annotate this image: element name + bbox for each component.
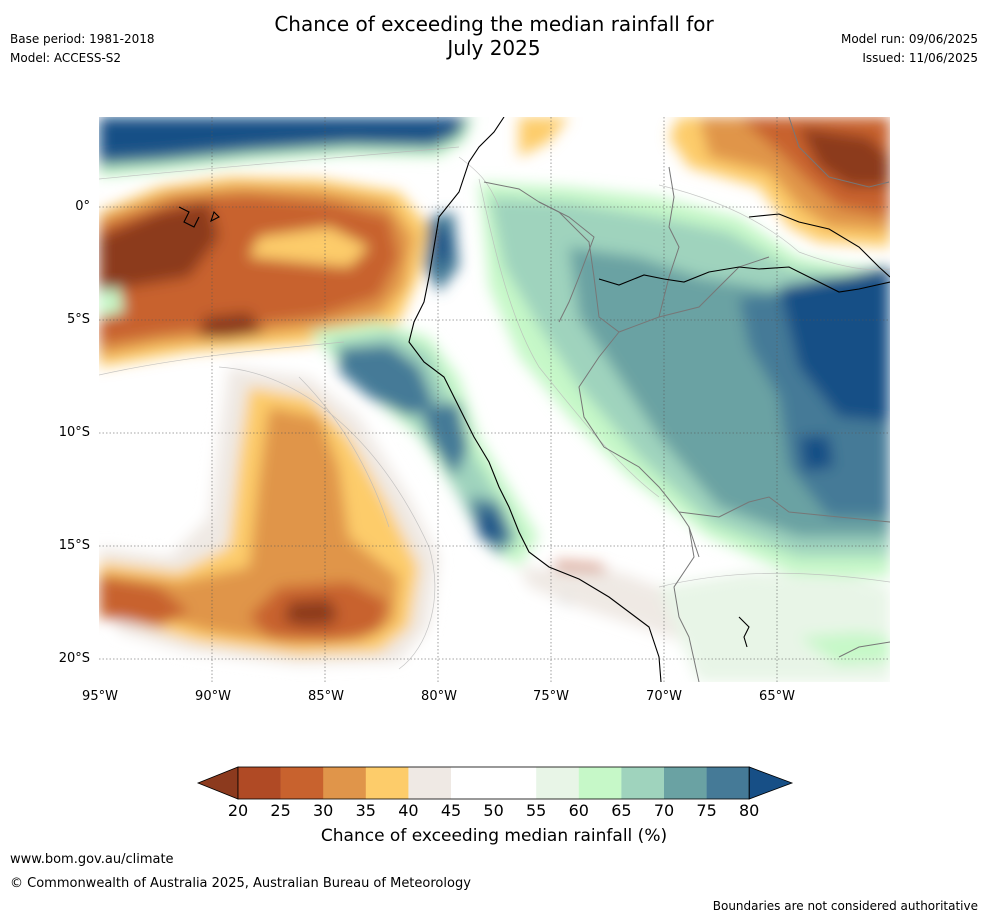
colorbar-cell	[536, 767, 580, 799]
lon-label-90w: 90°W	[195, 689, 231, 704]
colorbar-tick-label: 35	[355, 801, 376, 820]
colorbar-cell	[408, 767, 452, 799]
lon-label-70w: 70°W	[646, 689, 682, 704]
colorbar-cell	[664, 767, 707, 799]
model-name: Model: ACCESS-S2	[10, 51, 122, 65]
lat-label-10s: 10°S	[58, 425, 90, 440]
lon-label-65w: 65°W	[759, 689, 795, 704]
model-info: Base period: 1981-2018 Model: ACCESS-S2	[10, 30, 155, 68]
issued-date: Issued: 11/06/2025	[862, 51, 978, 65]
colorbar-tick-label: 40	[398, 801, 419, 820]
colorbar-tick-label: 20	[227, 801, 249, 820]
model-run: Model run: 09/06/2025	[840, 32, 978, 46]
title-line-2: July 2025	[447, 36, 541, 60]
colorbar-cell	[706, 767, 750, 799]
colorbar-cell	[238, 767, 281, 799]
colorbar-tick-label: 45	[440, 801, 462, 820]
gridlines	[99, 117, 890, 682]
lat-label-15s: 15°S	[58, 538, 90, 553]
colorbar-tick-label: 70	[653, 801, 675, 820]
coastline	[178, 117, 890, 682]
country-borders	[483, 117, 890, 682]
run-info: Model run: 09/06/2025 Issued: 11/06/2025	[841, 30, 978, 68]
map-title: Chance of exceeding the median rainfall …	[0, 12, 988, 60]
colorbar-border	[237, 766, 750, 800]
title-line-1: Chance of exceeding the median rainfall …	[274, 12, 714, 36]
colorbar-cell	[493, 767, 537, 799]
colorbar-tick-label: 60	[568, 801, 589, 820]
lon-label-95w: 95°W	[82, 689, 118, 704]
colorbar-cell	[365, 767, 409, 799]
colorbar-cell	[451, 767, 494, 799]
colorbar-cell	[323, 767, 367, 799]
footer-disclaimer: Boundaries are not considered authoritat…	[712, 899, 978, 913]
colorbar-tick-label: 65	[611, 801, 632, 820]
colorbar-extend-high	[748, 766, 794, 800]
rainfall-map	[99, 117, 890, 682]
colorbar-cells	[196, 766, 794, 800]
colorbar-tick-label: 50	[483, 801, 504, 820]
lon-label-80w: 80°W	[421, 689, 457, 704]
colorbar-tick-label: 30	[313, 801, 334, 820]
colorbar-tick-label: 75	[696, 801, 717, 820]
footer-copyright: © Commonwealth of Australia 2025, Austra…	[10, 876, 471, 891]
lon-label-75w: 75°W	[533, 689, 569, 704]
lat-label-0: 0°	[75, 199, 90, 214]
footer-url[interactable]: www.bom.gov.au/climate	[10, 852, 174, 867]
colorbar-tick-label: 55	[526, 801, 547, 820]
lat-label-5s: 5°S	[66, 312, 90, 327]
colorbar-title: Chance of exceeding median rainfall (%)	[320, 826, 668, 846]
colorbar	[196, 766, 794, 800]
colorbar-cell	[578, 767, 622, 799]
colorbar-extend-low	[196, 766, 239, 800]
lat-label-20s: 20°S	[58, 651, 90, 666]
colorbar-cell	[621, 767, 665, 799]
colorbar-cell	[280, 767, 324, 799]
base-period: Base period: 1981-2018	[10, 32, 155, 46]
contour-lines	[99, 146, 890, 670]
colorbar-tick-label: 80	[739, 801, 760, 820]
colorbar-tick-label: 25	[270, 801, 291, 820]
lon-label-85w: 85°W	[308, 689, 344, 704]
